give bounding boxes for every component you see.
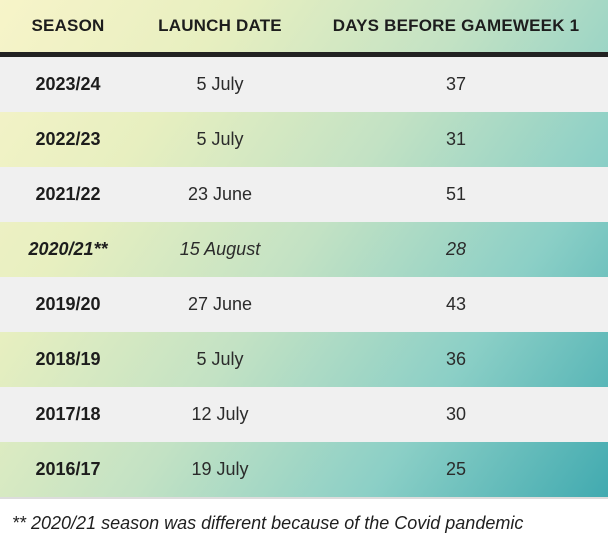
table-row: 2022/23 5 July 31 — [0, 112, 608, 167]
days-cell: 43 — [445, 294, 467, 314]
header-days-before-gameweek-1: DAYS BEFORE GAMEWEEK 1 — [332, 16, 580, 35]
days-cell: 28 — [445, 239, 467, 259]
launch-date-cell: 5 July — [196, 349, 244, 369]
table-row: 2017/18 12 July 30 — [0, 387, 608, 442]
table-row: 2023/24 5 July 37 — [0, 57, 608, 112]
days-cell: 37 — [445, 74, 467, 94]
season-cell: 2016/17 — [35, 459, 101, 479]
days-cell: 51 — [445, 184, 467, 204]
season-cell: 2021/22 — [35, 184, 101, 204]
season-cell: 2018/19 — [35, 349, 101, 369]
table-row: 2018/19 5 July 36 — [0, 332, 608, 387]
season-launch-table: SEASON LAUNCH DATE DAYS BEFORE GAMEWEEK … — [0, 0, 608, 497]
launch-date-cell: 23 June — [187, 184, 253, 204]
header-season: SEASON — [31, 16, 105, 35]
table-row: 2019/20 27 June 43 — [0, 277, 608, 332]
launch-date-cell: 27 June — [187, 294, 253, 314]
season-cell: 2019/20 — [35, 294, 101, 314]
season-cell: 2017/18 — [35, 404, 101, 424]
table-header-row: SEASON LAUNCH DATE DAYS BEFORE GAMEWEEK … — [0, 0, 608, 57]
table-row-covid-season: 2020/21** 15 August 28 — [0, 222, 608, 277]
days-cell: 36 — [445, 349, 467, 369]
season-cell: 2023/24 — [35, 74, 101, 94]
launch-date-cell: 5 July — [196, 74, 244, 94]
days-cell: 25 — [445, 459, 467, 479]
covid-footnote: ** 2020/21 season was different because … — [12, 513, 524, 533]
launch-date-cell: 19 July — [191, 459, 249, 479]
days-cell: 31 — [445, 129, 467, 149]
launch-date-cell: 15 August — [179, 239, 261, 259]
season-cell: 2022/23 — [35, 129, 101, 149]
table-row: 2016/17 19 July 25 — [0, 442, 608, 497]
header-launch-date: LAUNCH DATE — [158, 16, 282, 35]
launch-date-cell: 12 July — [191, 404, 249, 424]
launch-date-cell: 5 July — [196, 129, 244, 149]
table-row: 2021/22 23 June 51 — [0, 167, 608, 222]
days-cell: 30 — [445, 404, 467, 424]
season-cell: 2020/21** — [28, 239, 108, 259]
table-footnote-bar: ** 2020/21 season was different because … — [0, 497, 608, 548]
